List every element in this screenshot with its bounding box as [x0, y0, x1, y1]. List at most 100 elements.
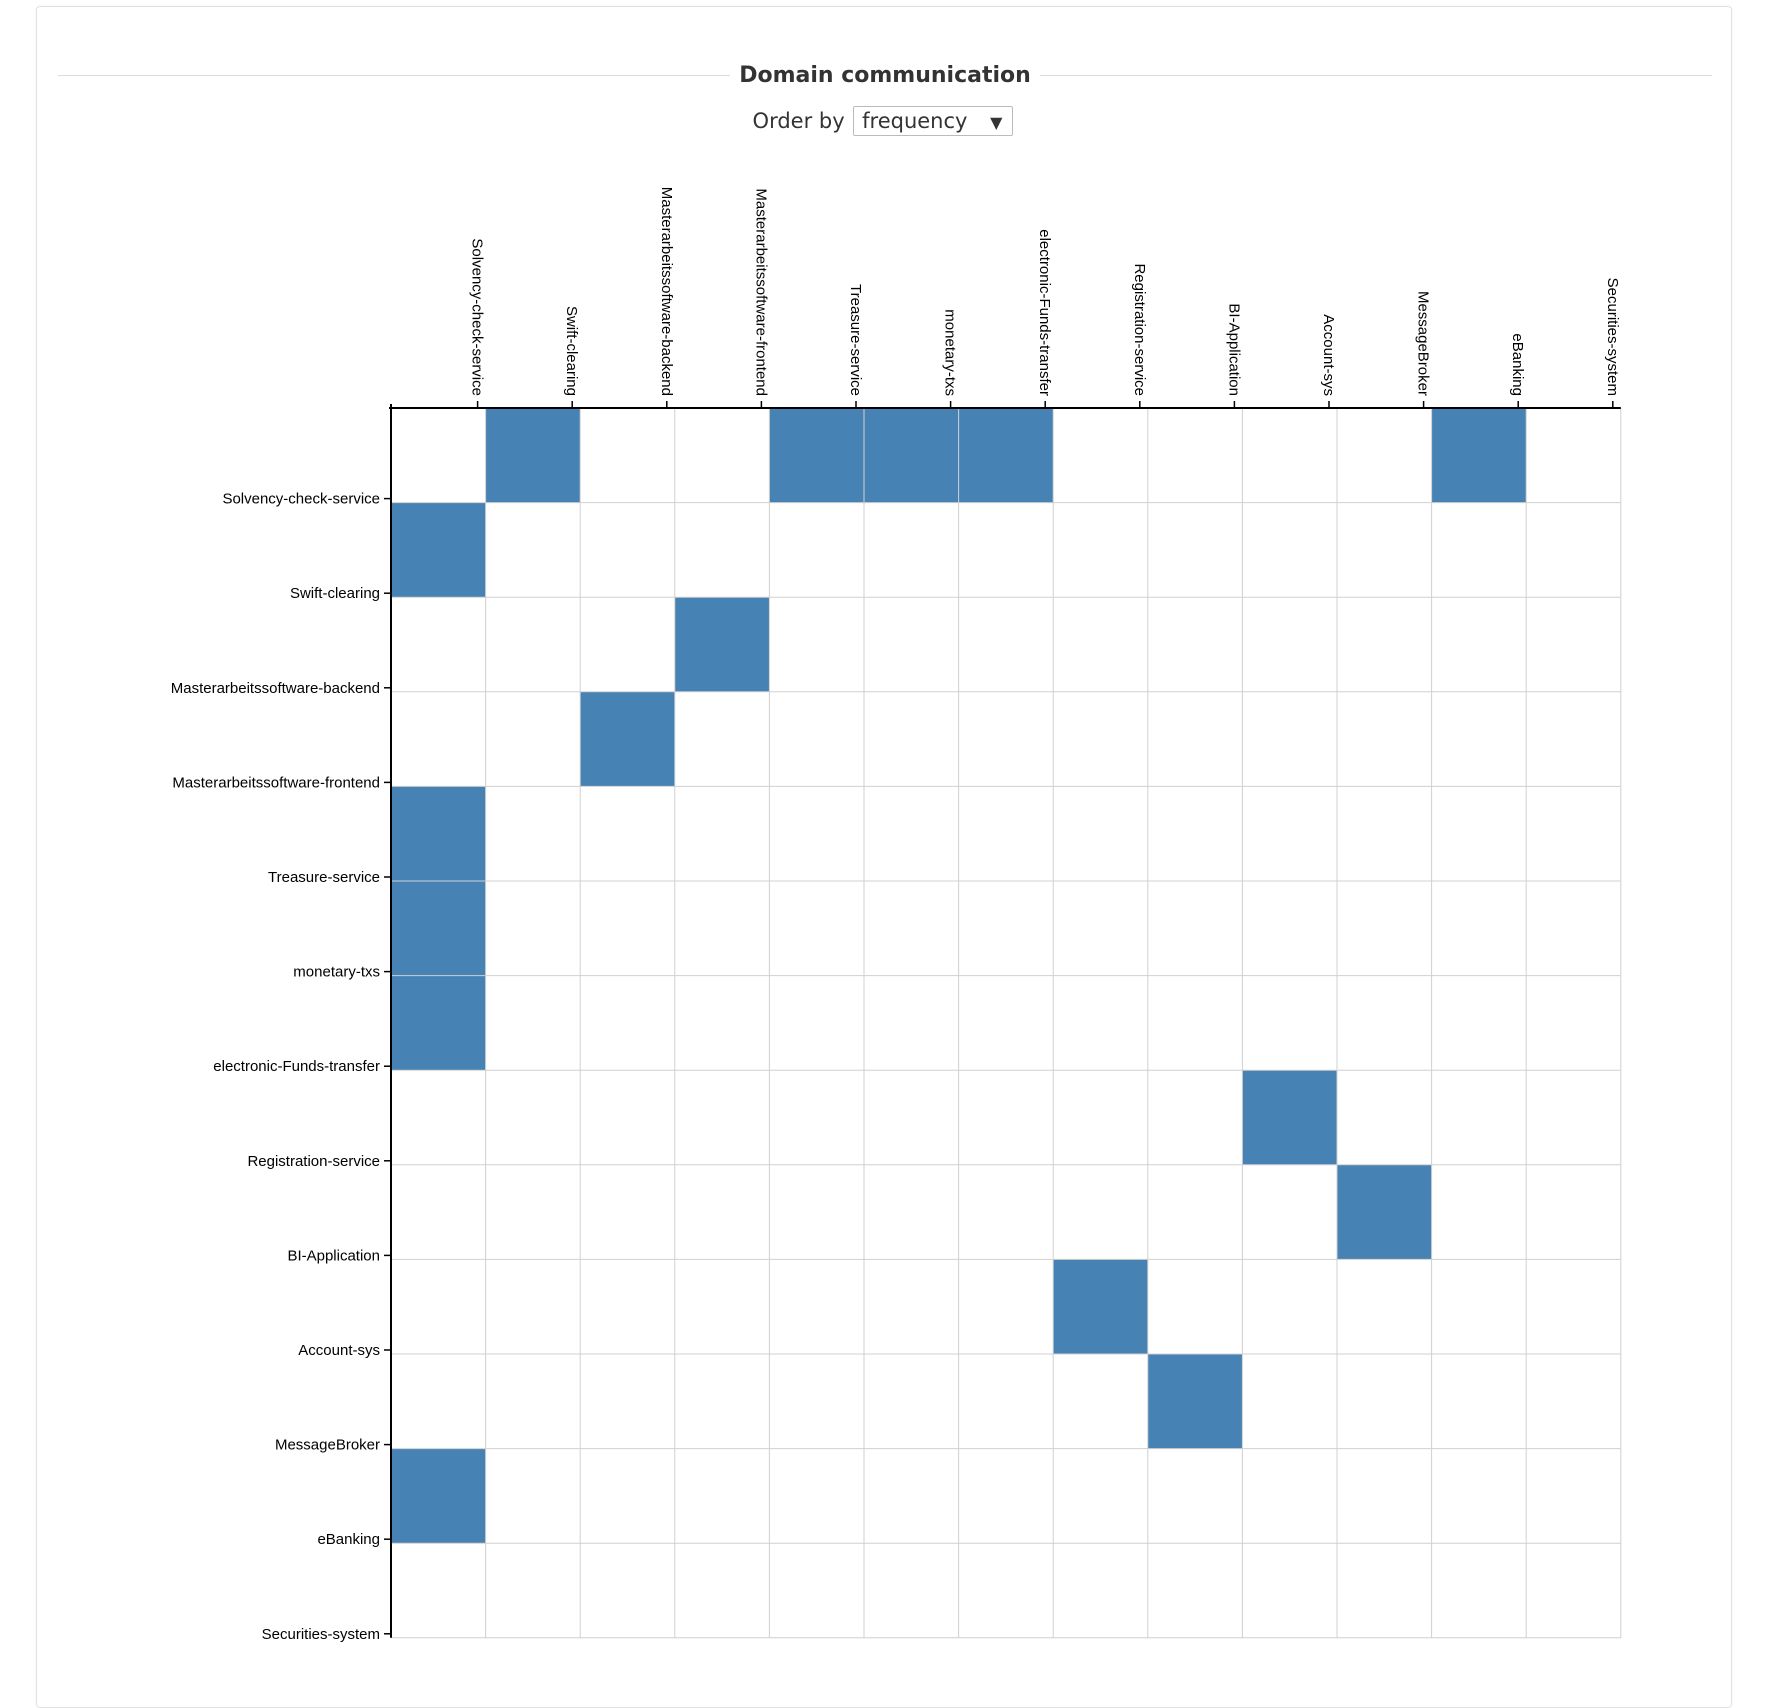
matrix-cell[interactable]	[1526, 1543, 1621, 1638]
matrix-cell[interactable]	[1053, 502, 1148, 598]
matrix-cell[interactable]	[769, 1354, 864, 1449]
matrix-cell[interactable]	[1526, 1259, 1621, 1354]
matrix-cell[interactable]	[1337, 1448, 1432, 1544]
matrix-cell[interactable]	[1337, 786, 1432, 881]
matrix-cell[interactable]	[864, 1164, 959, 1260]
matrix-cell[interactable]	[1337, 1354, 1432, 1449]
matrix-cell[interactable]	[580, 1259, 675, 1354]
matrix-cell[interactable]	[958, 1164, 1054, 1260]
matrix-cell[interactable]	[1147, 1543, 1243, 1638]
matrix-cell[interactable]	[864, 786, 959, 881]
matrix-cell[interactable]	[769, 975, 864, 1071]
matrix-cell[interactable]	[580, 975, 675, 1071]
matrix-cell[interactable]	[391, 597, 486, 692]
matrix-cell[interactable]	[769, 1543, 864, 1638]
matrix-cell[interactable]	[958, 408, 1054, 503]
matrix-cell[interactable]	[864, 502, 959, 598]
matrix-cell[interactable]	[1526, 502, 1621, 598]
matrix-cell[interactable]	[769, 691, 864, 787]
matrix-cell[interactable]	[1242, 881, 1337, 976]
matrix-cell[interactable]	[1431, 1448, 1527, 1544]
matrix-cell[interactable]	[1242, 408, 1337, 503]
matrix-cell[interactable]	[1431, 691, 1527, 787]
matrix-cell[interactable]	[769, 408, 864, 503]
matrix-cell[interactable]	[1242, 1354, 1337, 1449]
matrix-cell[interactable]	[1431, 1259, 1527, 1354]
matrix-cell[interactable]	[391, 691, 486, 787]
matrix-cell[interactable]	[1431, 881, 1527, 976]
matrix-cell[interactable]	[485, 1070, 581, 1165]
matrix-cell[interactable]	[864, 975, 959, 1071]
matrix-cell[interactable]	[674, 975, 770, 1071]
matrix-cell[interactable]	[1242, 597, 1337, 692]
matrix-cell[interactable]	[1431, 597, 1527, 692]
matrix-cell[interactable]	[674, 1543, 770, 1638]
matrix-cell[interactable]	[485, 1448, 581, 1544]
matrix-cell[interactable]	[674, 786, 770, 881]
matrix-cell[interactable]	[864, 1448, 959, 1544]
matrix-cell[interactable]	[485, 1259, 581, 1354]
matrix-cell[interactable]	[1337, 691, 1432, 787]
matrix-cell[interactable]	[864, 691, 959, 787]
matrix-cell[interactable]	[485, 881, 581, 976]
matrix-cell[interactable]	[864, 881, 959, 976]
matrix-cell[interactable]	[1147, 1259, 1243, 1354]
matrix-cell[interactable]	[1147, 881, 1243, 976]
matrix-cell[interactable]	[485, 1543, 581, 1638]
matrix-cell[interactable]	[1526, 1354, 1621, 1449]
matrix-cell[interactable]	[769, 1448, 864, 1544]
matrix-cell[interactable]	[1431, 1070, 1527, 1165]
matrix-cell[interactable]	[391, 1543, 486, 1638]
matrix-cell[interactable]	[1242, 691, 1337, 787]
matrix-cell[interactable]	[1147, 786, 1243, 881]
matrix-cell[interactable]	[864, 597, 959, 692]
matrix-cell[interactable]	[1147, 1070, 1243, 1165]
matrix-cell[interactable]	[769, 1070, 864, 1165]
matrix-cell[interactable]	[1337, 1543, 1432, 1638]
matrix-cell[interactable]	[391, 786, 486, 881]
matrix-cell[interactable]	[391, 881, 486, 976]
matrix-cell[interactable]	[580, 502, 675, 598]
matrix-cell[interactable]	[1337, 975, 1432, 1071]
matrix-cell[interactable]	[769, 1259, 864, 1354]
matrix-cell[interactable]	[1242, 1448, 1337, 1544]
matrix-cell[interactable]	[485, 1354, 581, 1449]
matrix-cell[interactable]	[1053, 1259, 1148, 1354]
matrix-cell[interactable]	[1053, 1164, 1148, 1260]
matrix-cell[interactable]	[391, 1164, 486, 1260]
matrix-cell[interactable]	[1337, 597, 1432, 692]
matrix-cell[interactable]	[485, 502, 581, 598]
matrix-cell[interactable]	[1242, 1543, 1337, 1638]
matrix-cell[interactable]	[485, 975, 581, 1071]
matrix-cell[interactable]	[580, 1354, 675, 1449]
matrix-cell[interactable]	[391, 408, 486, 503]
matrix-cell[interactable]	[1526, 691, 1621, 787]
matrix-cell[interactable]	[864, 1354, 959, 1449]
matrix-cell[interactable]	[769, 881, 864, 976]
matrix-cell[interactable]	[1242, 1164, 1337, 1260]
matrix-cell[interactable]	[1147, 975, 1243, 1071]
matrix-cell[interactable]	[769, 502, 864, 598]
matrix-cell[interactable]	[1431, 502, 1527, 598]
matrix-cell[interactable]	[1053, 1354, 1148, 1449]
matrix-cell[interactable]	[1431, 1164, 1527, 1260]
matrix-cell[interactable]	[1242, 502, 1337, 598]
matrix-cell[interactable]	[958, 975, 1054, 1071]
matrix-cell[interactable]	[1431, 786, 1527, 881]
matrix-cell[interactable]	[958, 691, 1054, 787]
matrix-cell[interactable]	[1053, 1543, 1148, 1638]
matrix-cell[interactable]	[1053, 1070, 1148, 1165]
matrix-cell[interactable]	[1526, 1070, 1621, 1165]
matrix-cell[interactable]	[1242, 975, 1337, 1071]
matrix-cell[interactable]	[1337, 1259, 1432, 1354]
matrix-cell[interactable]	[864, 1070, 959, 1165]
matrix-cell[interactable]	[674, 1354, 770, 1449]
matrix-cell[interactable]	[1242, 1259, 1337, 1354]
matrix-cell[interactable]	[580, 597, 675, 692]
matrix-cell[interactable]	[769, 597, 864, 692]
matrix-cell[interactable]	[769, 786, 864, 881]
matrix-cell[interactable]	[1526, 1448, 1621, 1544]
matrix-cell[interactable]	[1337, 881, 1432, 976]
matrix-cell[interactable]	[1526, 786, 1621, 881]
matrix-cell[interactable]	[864, 1543, 959, 1638]
